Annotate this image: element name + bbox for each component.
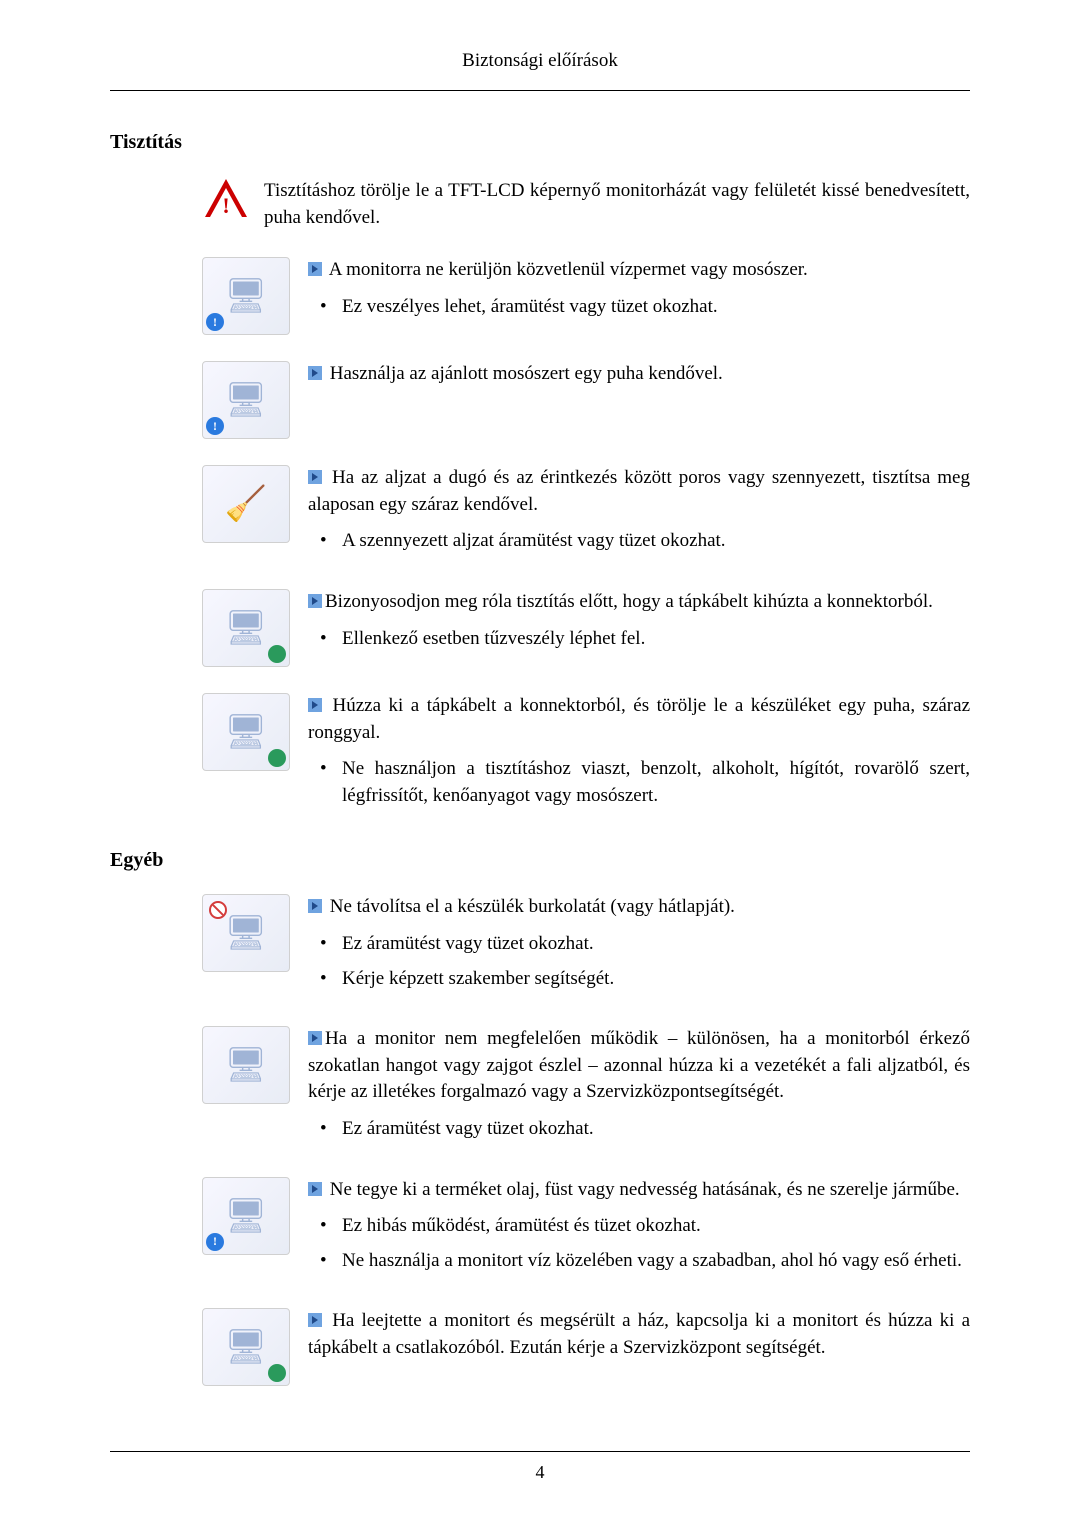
info-badge-icon — [206, 1233, 224, 1251]
sub-bullet: Ez hibás működést, áramütést és tüzet ok… — [320, 1213, 970, 1240]
illustration-icon: 🖥 — [202, 1177, 290, 1255]
intro-text: Tisztításhoz törölje le a TFT-LCD képern… — [264, 176, 970, 231]
illustration-icon: 🖥 — [202, 361, 290, 439]
info-badge-icon — [206, 417, 224, 435]
lead-text: Bizonyosodjon meg róla tisztítás előtt, … — [325, 591, 933, 612]
arrow-bullet-icon — [308, 698, 322, 712]
lead-text: Ne tegye ki a terméket olaj, füst vagy n… — [330, 1179, 960, 1200]
arrow-bullet-icon — [308, 1313, 322, 1327]
illustration-icon: 🖥 — [202, 257, 290, 335]
footer-rule — [110, 1451, 970, 1452]
arrow-bullet-icon — [308, 366, 322, 380]
section-heading-tisztitas: Tisztítás — [110, 131, 970, 154]
sub-bullet: Ez áramütést vagy tüzet okozhat. — [320, 1116, 970, 1143]
instruction-text: Használja az ajánlott mosószert egy puha… — [308, 361, 970, 388]
lead-text: Ne távolítsa el a készülék burkolatát (v… — [330, 896, 735, 917]
lead-text: A monitorra ne kerüljön közvetlenül vízp… — [329, 259, 808, 280]
arrow-bullet-icon — [308, 899, 322, 913]
page-number: 4 — [110, 1462, 970, 1483]
recycle-badge-icon — [268, 749, 286, 767]
illustration-icon: 🖥 — [202, 693, 290, 771]
arrow-bullet-icon — [308, 594, 322, 608]
header-rule — [110, 90, 970, 91]
sub-bullet: A szennyezett aljzat áramütést vagy tüze… — [320, 528, 970, 555]
lead-text: Ha a monitor nem megfelelően működik – k… — [308, 1028, 970, 1102]
info-badge-icon — [206, 313, 224, 331]
sub-bullet: Ne használja a monitort víz közelében va… — [320, 1248, 970, 1275]
instruction-text: Ha az aljzat a dugó és az érintkezés köz… — [308, 465, 970, 518]
sub-bullet: Ez veszélyes lehet, áramütést vagy tüzet… — [320, 294, 970, 321]
section-heading-egyeb: Egyéb — [110, 849, 970, 872]
arrow-bullet-icon — [308, 1031, 322, 1045]
arrow-bullet-icon — [308, 1182, 322, 1196]
warning-triangle-icon: ! — [202, 176, 250, 224]
arrow-bullet-icon — [308, 470, 322, 484]
sub-bullet: Ez áramütést vagy tüzet okozhat. — [320, 931, 970, 958]
illustration-icon: 🖥 — [202, 1308, 290, 1386]
lead-text: Húzza ki a tápkábelt a konnektorból, és … — [308, 695, 970, 743]
lead-text: Ha leejtette a monitort és megsérült a h… — [308, 1310, 970, 1358]
sub-bullet: Ne használjon a tisztításhoz viaszt, ben… — [320, 756, 970, 809]
arrow-bullet-icon — [308, 262, 322, 276]
instruction-text: Ne távolítsa el a készülék burkolatát (v… — [308, 894, 970, 921]
instruction-text: Ha leejtette a monitort és megsérült a h… — [308, 1308, 970, 1361]
instruction-text: Ha a monitor nem megfelelően működik – k… — [308, 1026, 970, 1106]
page-header: Biztonsági előírások — [110, 50, 970, 72]
illustration-icon: 🖥 — [202, 589, 290, 667]
sub-bullet: Ellenkező esetben tűzveszély léphet fel. — [320, 626, 970, 653]
instruction-text: A monitorra ne kerüljön közvetlenül vízp… — [308, 257, 970, 284]
illustration-icon: 🖥 — [202, 894, 290, 972]
instruction-text: Ne tegye ki a terméket olaj, füst vagy n… — [308, 1177, 970, 1204]
lead-text: Ha az aljzat a dugó és az érintkezés köz… — [308, 467, 970, 515]
illustration-icon: 🖥 — [202, 1026, 290, 1104]
recycle-badge-icon — [268, 1364, 286, 1382]
lead-text: Használja az ajánlott mosószert egy puha… — [330, 363, 723, 384]
illustration-icon: 🧹 — [202, 465, 290, 543]
instruction-text: Húzza ki a tápkábelt a konnektorból, és … — [308, 693, 970, 746]
sub-bullet: Kérje képzett szakember segítségét. — [320, 966, 970, 993]
recycle-badge-icon — [268, 645, 286, 663]
instruction-text: Bizonyosodjon meg róla tisztítás előtt, … — [308, 589, 970, 616]
